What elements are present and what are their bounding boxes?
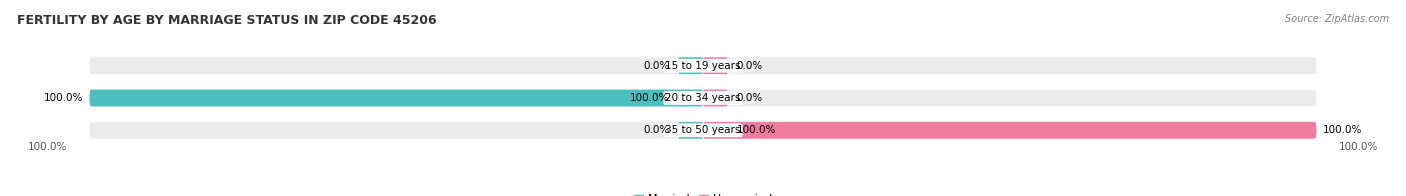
Text: 100.0%: 100.0% <box>1323 125 1362 135</box>
FancyBboxPatch shape <box>90 90 703 106</box>
FancyBboxPatch shape <box>90 122 1316 139</box>
FancyBboxPatch shape <box>703 122 1316 139</box>
FancyBboxPatch shape <box>90 90 1316 106</box>
FancyBboxPatch shape <box>679 57 703 74</box>
FancyBboxPatch shape <box>90 57 1316 74</box>
Text: 100.0%: 100.0% <box>44 93 83 103</box>
Text: 100.0%: 100.0% <box>28 142 67 152</box>
FancyBboxPatch shape <box>679 122 703 139</box>
Text: 0.0%: 0.0% <box>643 125 669 135</box>
Text: 35 to 50 years: 35 to 50 years <box>665 125 741 135</box>
Text: 100.0%: 100.0% <box>1339 142 1378 152</box>
FancyBboxPatch shape <box>703 90 727 106</box>
Text: 15 to 19 years: 15 to 19 years <box>665 61 741 71</box>
Legend: Married, Unmarried: Married, Unmarried <box>634 194 772 196</box>
Text: 20 to 34 years: 20 to 34 years <box>665 93 741 103</box>
Text: 100.0%: 100.0% <box>630 93 669 103</box>
FancyBboxPatch shape <box>703 57 727 74</box>
Text: Source: ZipAtlas.com: Source: ZipAtlas.com <box>1285 14 1389 24</box>
Text: FERTILITY BY AGE BY MARRIAGE STATUS IN ZIP CODE 45206: FERTILITY BY AGE BY MARRIAGE STATUS IN Z… <box>17 14 436 27</box>
Text: 0.0%: 0.0% <box>643 61 669 71</box>
Text: 0.0%: 0.0% <box>737 61 763 71</box>
Text: 100.0%: 100.0% <box>737 125 776 135</box>
Text: 0.0%: 0.0% <box>737 93 763 103</box>
